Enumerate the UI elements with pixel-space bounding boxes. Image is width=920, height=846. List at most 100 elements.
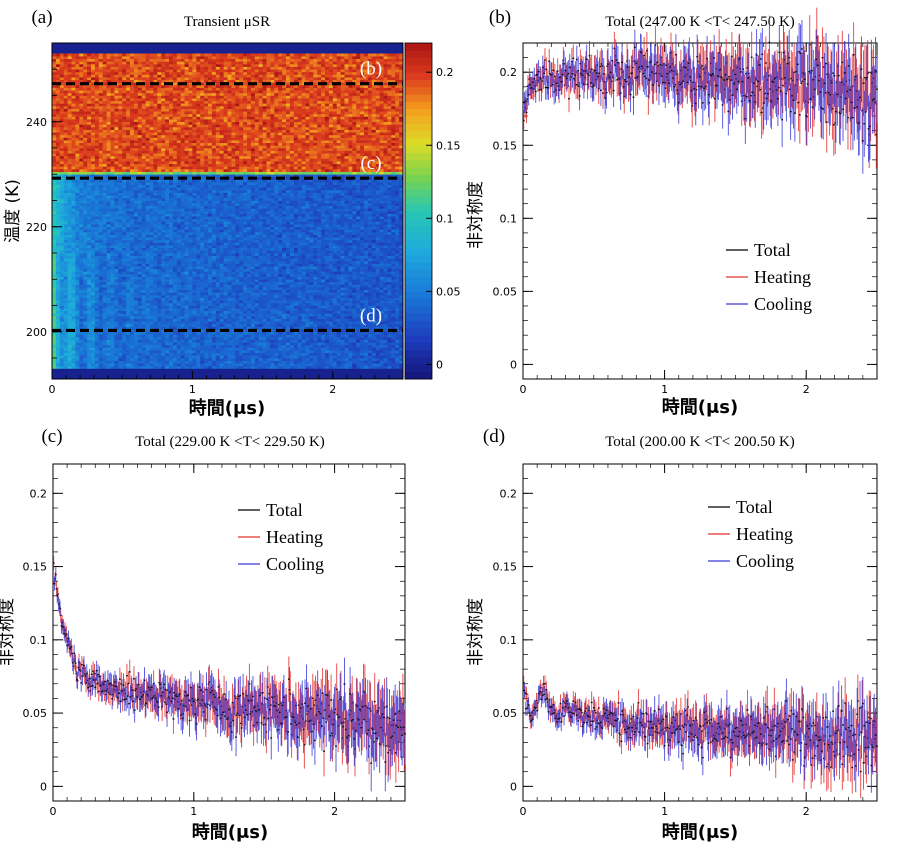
- heatmap-cell: [91, 255, 96, 259]
- heatmap-cell: [79, 313, 84, 317]
- heatmap-cell: [79, 271, 84, 275]
- heatmap-cell: [344, 271, 349, 275]
- heatmap-cell: [274, 247, 279, 251]
- heatmap-cell: [102, 363, 107, 367]
- heatmap-cell: [52, 266, 57, 270]
- heatmap-cell: [118, 239, 123, 243]
- heatmap-cell: [332, 316, 337, 319]
- heatmap-cell: [219, 334, 224, 338]
- heatmap-cell: [262, 352, 267, 356]
- heatmap-cell: [399, 326, 403, 330]
- heatmap-cell: [360, 331, 365, 335]
- heatmap-cell: [110, 363, 115, 367]
- heatmap-cell: [387, 289, 392, 293]
- heatmap-cell: [227, 224, 232, 228]
- heatmap-cell: [141, 232, 146, 235]
- heatmap-cell: [169, 308, 174, 312]
- heatmap-cell: [399, 342, 403, 346]
- heatmap-cell: [364, 305, 369, 309]
- heatmap-cell: [196, 313, 201, 317]
- heatmap-cell: [223, 289, 228, 293]
- heatmap-cell: [332, 334, 337, 338]
- heatmap-cell: [110, 355, 115, 359]
- heatmap-cell: [352, 289, 357, 293]
- heatmap-cell: [208, 321, 213, 325]
- heatmap-cell: [122, 342, 127, 346]
- heatmap-cell: [204, 258, 209, 262]
- heatmap-cell: [75, 221, 80, 225]
- heatmap-cell: [262, 365, 267, 369]
- heatmap-cell: [387, 263, 392, 267]
- heatmap-cell: [364, 337, 369, 340]
- heatmap-cell: [106, 347, 111, 351]
- heatmap-cell: [239, 247, 244, 251]
- heatmap-cell: [172, 239, 178, 243]
- heatmap-cell: [399, 260, 403, 264]
- heatmap-cell: [126, 284, 131, 288]
- heatmap-cell: [196, 274, 201, 277]
- heatmap-cell: [360, 266, 365, 270]
- heatmap-cell: [110, 297, 115, 301]
- heatmap-cell: [204, 239, 209, 243]
- heatmap-cell: [356, 253, 361, 256]
- heatmap-cell: [79, 342, 84, 346]
- heatmap-cell: [247, 302, 252, 306]
- heatmap-cell: [379, 232, 384, 235]
- heatmap-cell: [305, 313, 310, 317]
- heatmap-cell: [196, 245, 201, 249]
- heatmap-cell: [102, 295, 107, 298]
- heatmap-cell: [122, 245, 127, 249]
- heatmap-cell: [67, 271, 72, 275]
- heatmap-cell: [293, 295, 298, 298]
- heatmap-cell: [176, 358, 181, 361]
- heatmap-cell: [375, 245, 380, 249]
- heatmap-cell: [79, 250, 84, 254]
- heatmap-cell: [141, 352, 146, 356]
- heatmap-cell: [200, 334, 205, 338]
- heatmap-cell: [247, 300, 252, 304]
- heatmap-cell: [87, 276, 92, 280]
- heatmap-cell: [196, 263, 201, 267]
- heatmap-cell: [395, 263, 400, 267]
- heatmap-cell: [243, 358, 248, 361]
- heatmap-cell: [161, 297, 166, 301]
- heatmap-cell: [122, 260, 127, 264]
- heatmap-cell: [247, 266, 252, 270]
- heatmap-cell: [211, 321, 217, 325]
- heatmap-cell: [282, 237, 287, 241]
- heatmap-cell: [336, 321, 341, 325]
- heatmap-cell: [145, 342, 150, 346]
- heatmap-cell: [325, 276, 330, 280]
- heatmap-cell: [223, 313, 228, 317]
- heatmap-cell: [91, 326, 96, 330]
- heatmap-cell: [305, 363, 310, 367]
- heatmap-cell: [208, 271, 213, 275]
- heatmap-cell: [141, 284, 146, 288]
- heatmap-cell: [67, 268, 72, 272]
- heatmap-cell: [130, 245, 135, 249]
- heatmap-cell: [391, 342, 396, 346]
- heatmap-cell: [102, 365, 107, 369]
- heatmap-cell: [235, 284, 240, 288]
- heatmap-cell: [356, 358, 361, 361]
- heatmap-cell: [165, 342, 170, 346]
- heatmap-cell: [297, 260, 302, 264]
- heatmap-cell: [383, 260, 388, 264]
- heatmap-cell: [215, 350, 220, 354]
- heatmap-cell: [94, 334, 100, 338]
- heatmap-cell: [387, 245, 392, 249]
- heatmap-cell: [133, 331, 139, 335]
- heatmap-cell: [208, 221, 213, 225]
- heatmap-cell: [313, 297, 318, 301]
- heatmap-cell: [165, 302, 170, 306]
- heatmap-cell: [67, 342, 72, 346]
- heatmap-cell: [375, 247, 380, 251]
- heatmap-cell: [293, 276, 298, 280]
- heatmap-cell: [59, 247, 64, 251]
- heatmap-cell: [274, 355, 279, 359]
- heatmap-cell: [289, 234, 295, 238]
- heatmap-cell: [364, 352, 369, 356]
- heatmap-cell: [340, 297, 345, 301]
- heatmap-cell: [332, 363, 337, 367]
- heatmap-cell: [325, 326, 330, 330]
